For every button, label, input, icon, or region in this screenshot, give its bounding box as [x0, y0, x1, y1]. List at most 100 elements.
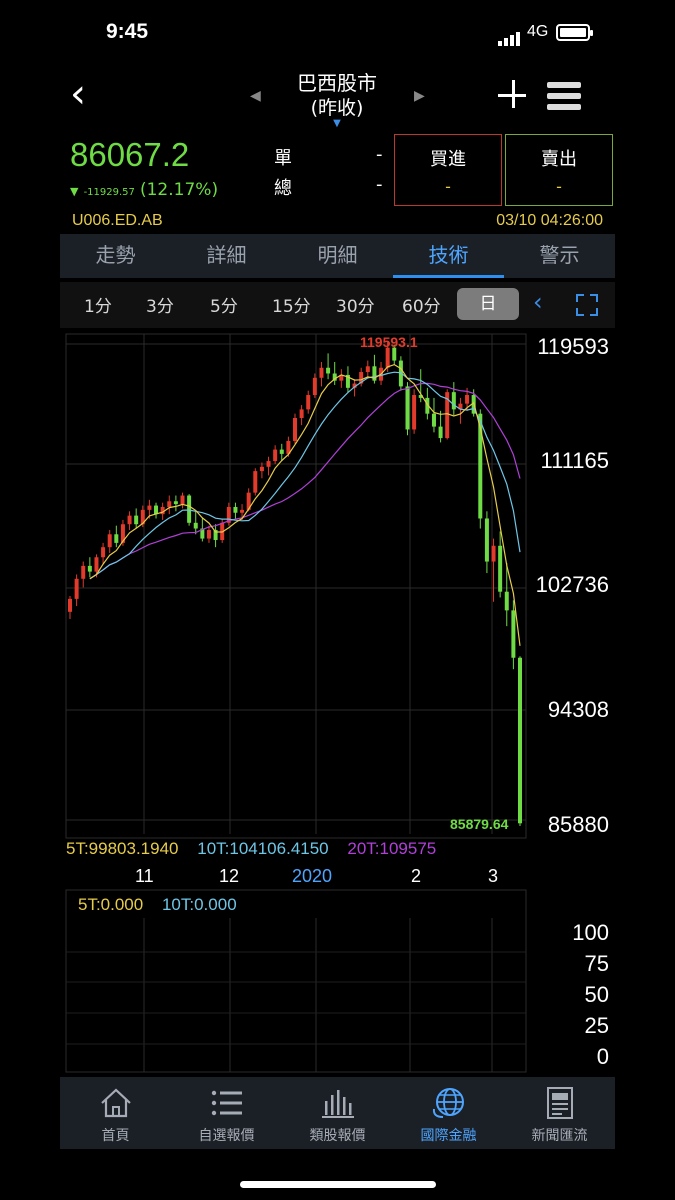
- nav-sector[interactable]: 類股報價: [282, 1077, 393, 1149]
- interval-bar: 1分 3分 5分 15分 30分 60分 日 ‹: [60, 282, 615, 328]
- candle-body: [451, 392, 456, 410]
- osc5-legend: 5T:0.000: [78, 895, 144, 914]
- candle-body: [240, 509, 245, 513]
- candle-body: [193, 522, 198, 529]
- candle-body: [465, 395, 470, 404]
- x-tick-label: 3: [488, 866, 499, 886]
- candle-body: [114, 534, 119, 543]
- candle-body: [312, 377, 317, 396]
- candle-body: [140, 509, 145, 525]
- candle-body: [345, 374, 350, 388]
- quote-datetime: 03/10 04:26:00: [496, 212, 603, 229]
- news-icon: [546, 1087, 573, 1119]
- y-tick-label: 94308: [547, 697, 609, 722]
- caret-down-icon: ▼: [333, 118, 341, 129]
- candle-body: [518, 657, 522, 824]
- candle-body: [154, 505, 159, 515]
- osc10-legend: 10T:0.000: [161, 895, 237, 914]
- y-tick-label: 85880: [547, 812, 609, 837]
- candle-body: [359, 372, 364, 384]
- globe-icon: [432, 1088, 464, 1118]
- candle-body: [352, 383, 357, 388]
- y-tick-label: 111165: [540, 448, 609, 473]
- tab-alert[interactable]: 警示: [539, 243, 580, 267]
- buy-value: -: [445, 177, 451, 196]
- candle-body: [299, 409, 304, 418]
- quote-panel: 86067.2 ▼ -11929.57 (12.17%) 單 - 總 - 買進 …: [60, 130, 615, 234]
- interval-3min[interactable]: 3分: [146, 297, 174, 317]
- interval-60min[interactable]: 60分: [402, 297, 441, 317]
- ma10-legend: 10T:104106.4150: [197, 839, 329, 858]
- tab-ticks[interactable]: 明細: [317, 243, 358, 267]
- plus-icon[interactable]: [496, 78, 532, 114]
- prev-market-icon[interactable]: ◀: [250, 88, 261, 104]
- candle-body: [438, 426, 443, 439]
- page-subtitle: (昨收): [310, 97, 364, 119]
- x-tick-label: 11: [135, 866, 154, 886]
- bar-chart-icon: [321, 1090, 354, 1118]
- market-title[interactable]: 巴西股市 (昨收) ▼: [270, 70, 404, 129]
- candle-body: [233, 506, 238, 513]
- price-panel-frame: [65, 333, 527, 839]
- tab-detail[interactable]: 詳細: [206, 243, 247, 267]
- candle-body: [445, 392, 450, 439]
- candle-body: [484, 518, 489, 562]
- candle-body: [259, 466, 264, 472]
- sell-label: 賣出: [541, 149, 577, 170]
- candle-body: [286, 440, 291, 454]
- phone-screen: 9:45 4G ‹ ◀ 巴西股市 (昨收) ▼ ▶ 86067.2 ▼ -119…: [60, 0, 615, 1200]
- tab-trend[interactable]: 走勢: [95, 243, 136, 267]
- candle-body: [226, 506, 231, 523]
- low-price-label: 85879.64: [450, 816, 509, 832]
- candle-body: [94, 557, 99, 572]
- price-change: ▼ -11929.57 (12.17%): [70, 180, 218, 200]
- nav-intl-finance[interactable]: 國際金融: [393, 1077, 504, 1149]
- candle-body: [418, 395, 423, 398]
- x-tick-label: 2: [411, 866, 422, 886]
- interval-30min[interactable]: 30分: [336, 297, 375, 317]
- candlestick-chart[interactable]: 119593.1 85879.64 119593 111165 102736 9…: [60, 330, 615, 1075]
- candle-body: [332, 373, 337, 381]
- candle-body: [206, 529, 211, 539]
- osc-tick-label: 0: [596, 1044, 609, 1069]
- candle-body: [167, 501, 172, 507]
- candle-body: [385, 347, 390, 368]
- bottom-nav: 首頁 自選報價 類股報價: [60, 1077, 615, 1149]
- candle-body: [412, 395, 417, 430]
- candle-body: [81, 565, 86, 579]
- header: ‹ ◀ 巴西股市 (昨收) ▼ ▶: [60, 68, 615, 130]
- y-tick-label: 119593: [537, 334, 609, 359]
- next-market-icon[interactable]: ▶: [414, 88, 425, 104]
- interval-5min[interactable]: 5分: [210, 297, 238, 317]
- candle-body: [279, 449, 284, 454]
- single-volume-label: 單: [274, 148, 292, 169]
- sell-button[interactable]: 賣出 -: [505, 134, 613, 206]
- ma-legend: 5T:99803.1940 10T:104106.4150 20T:109575: [66, 834, 528, 864]
- candle-body: [134, 515, 139, 525]
- candle-body: [326, 367, 331, 374]
- single-volume-value: -: [376, 144, 383, 165]
- interval-1min[interactable]: 1分: [84, 297, 112, 317]
- nav-watchlist[interactable]: 自選報價: [171, 1077, 282, 1149]
- interval-15min[interactable]: 15分: [272, 297, 311, 317]
- tab-technical[interactable]: 技術: [393, 234, 504, 278]
- fullscreen-icon[interactable]: [576, 294, 598, 316]
- candle-body: [498, 545, 503, 592]
- chevron-left-icon[interactable]: ‹: [70, 71, 86, 117]
- interval-daily[interactable]: 日: [457, 288, 519, 320]
- chart-canvas: [65, 333, 527, 1073]
- candle-body: [173, 501, 178, 505]
- buy-button[interactable]: 買進 -: [394, 134, 502, 206]
- hamburger-menu-icon[interactable]: [547, 82, 581, 112]
- chevron-left-icon[interactable]: ‹: [533, 288, 543, 316]
- candle-body: [147, 505, 152, 510]
- nav-home[interactable]: 首頁: [60, 1077, 171, 1149]
- candle-body: [511, 610, 516, 658]
- nav-news[interactable]: 新聞匯流: [504, 1077, 615, 1149]
- ma5-legend: 5T:99803.1940: [66, 839, 179, 858]
- nav-sector-label: 類股報價: [309, 1128, 366, 1144]
- candle-body: [68, 598, 72, 612]
- nav-watchlist-label: 自選報價: [198, 1128, 255, 1144]
- candle-body: [425, 397, 430, 414]
- candle-body: [120, 524, 125, 543]
